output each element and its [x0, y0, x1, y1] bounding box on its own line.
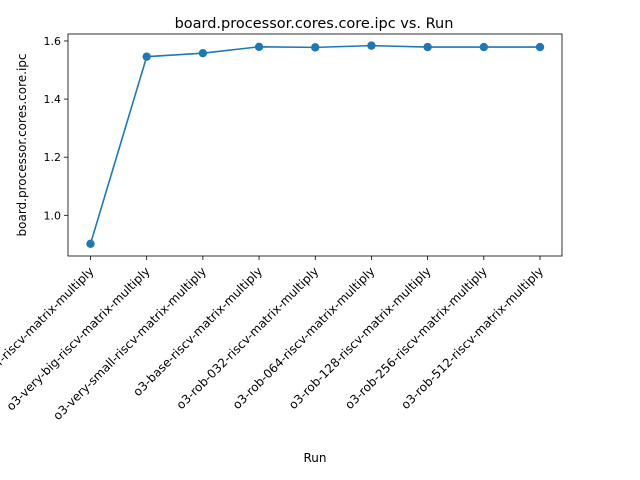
y-axis: 1.0 1.2 1.4 1.6 [44, 35, 68, 222]
data-series [86, 41, 545, 248]
chart-title: board.processor.cores.core.ipc vs. Run [175, 16, 454, 32]
x-axis-label: Run [303, 451, 326, 465]
data-point [254, 42, 264, 51]
data-point [423, 42, 432, 52]
data-point [86, 239, 95, 248]
data-point [198, 48, 208, 58]
y-tick-label: 1.6 [44, 35, 62, 48]
data-point [479, 42, 489, 52]
y-tick-label: 1.2 [44, 151, 62, 164]
y-axis-label: board.processor.cores.core.ipc [15, 54, 29, 237]
y-tick-label: 1.4 [44, 93, 62, 106]
data-point [535, 42, 545, 52]
data-point [142, 52, 151, 61]
series-line [89, 44, 540, 245]
x-axis: inorder-riscv-matrix-multiplyo3-very-big… [0, 256, 546, 423]
data-point [367, 41, 376, 50]
y-tick-label: 1.0 [44, 209, 62, 222]
data-point [311, 43, 320, 52]
plot-area [67, 33, 563, 257]
